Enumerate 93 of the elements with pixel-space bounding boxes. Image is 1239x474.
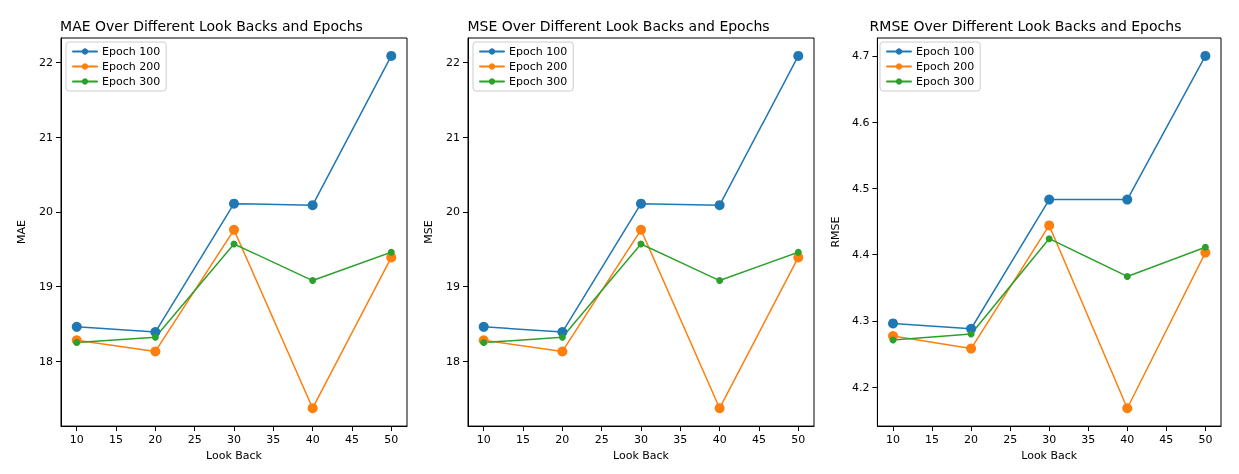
y-tick-label: 18 bbox=[446, 354, 460, 368]
y-tick-label: 4.4 bbox=[851, 248, 870, 262]
point bbox=[714, 200, 725, 211]
x-tick-label: 30 bbox=[634, 433, 648, 447]
point bbox=[888, 318, 899, 329]
x-tick-label: 20 bbox=[555, 433, 570, 447]
point bbox=[1122, 403, 1133, 414]
point bbox=[1200, 50, 1211, 61]
x-axis-title: Look Back bbox=[1021, 449, 1078, 462]
x-tick-label: 20 bbox=[148, 433, 163, 447]
y-tick-label: 22 bbox=[39, 56, 53, 70]
x-tick-label: 40 bbox=[712, 433, 727, 447]
point bbox=[229, 198, 239, 209]
x-tick-label: 15 bbox=[516, 433, 531, 447]
x-axis-title: Look Back bbox=[613, 449, 670, 462]
y-tick-label: 4.3 bbox=[851, 314, 870, 328]
y-tick-label: 22 bbox=[446, 56, 460, 70]
x-tick-label: 35 bbox=[266, 433, 281, 447]
point bbox=[558, 333, 566, 341]
legend-label: Epoch 100 bbox=[509, 45, 568, 58]
x-tick-label: 25 bbox=[1003, 433, 1018, 447]
point bbox=[387, 248, 395, 256]
x-tick-label: 10 bbox=[886, 433, 901, 447]
point bbox=[309, 277, 317, 285]
y-tick-label: 4.2 bbox=[851, 380, 870, 394]
chart-title: MSE Over Different Look Backs and Epochs bbox=[467, 18, 770, 34]
point bbox=[1045, 235, 1053, 243]
x-tick-label: 40 bbox=[1120, 433, 1135, 447]
x-tick-label: 15 bbox=[925, 433, 940, 447]
legend-label: Epoch 300 bbox=[509, 75, 568, 88]
y-axis-title: MAE bbox=[15, 220, 28, 245]
legend-label: Epoch 200 bbox=[916, 60, 975, 73]
y-tick-label: 18 bbox=[39, 354, 53, 368]
chart-title: RMSE Over Different Look Backs and Epochs bbox=[869, 18, 1182, 34]
point bbox=[229, 224, 239, 235]
point bbox=[150, 346, 161, 357]
x-tick-label: 50 bbox=[791, 433, 806, 447]
x-tick-label: 30 bbox=[227, 433, 241, 447]
point bbox=[794, 248, 802, 256]
x-tick-label: 45 bbox=[751, 433, 766, 447]
y-axis-title: MSE bbox=[422, 220, 435, 244]
point bbox=[478, 321, 489, 332]
legend-label: Epoch 200 bbox=[509, 60, 568, 73]
x-tick-label: 35 bbox=[1081, 433, 1096, 447]
y-tick-label: 4.6 bbox=[851, 115, 870, 129]
point bbox=[1123, 272, 1131, 280]
legend-label: Epoch 200 bbox=[102, 60, 161, 73]
point bbox=[966, 343, 977, 354]
legend-label: Epoch 300 bbox=[916, 75, 975, 88]
x-tick-label: 30 bbox=[1042, 433, 1057, 447]
y-tick-label: 4.7 bbox=[851, 49, 870, 63]
point bbox=[73, 339, 81, 347]
point bbox=[714, 403, 725, 414]
x-tick-label: 10 bbox=[69, 433, 84, 447]
legend-label: Epoch 100 bbox=[916, 45, 975, 58]
x-tick-label: 10 bbox=[476, 433, 491, 447]
point bbox=[151, 333, 159, 341]
y-tick-label: 19 bbox=[446, 280, 460, 294]
y-tick-label: 19 bbox=[39, 280, 53, 294]
point bbox=[307, 200, 318, 211]
point bbox=[1122, 194, 1133, 205]
point bbox=[716, 277, 724, 285]
chart-title: MAE Over Different Look Backs and Epochs bbox=[60, 18, 363, 34]
y-tick-label: 21 bbox=[39, 130, 53, 144]
point bbox=[1044, 220, 1055, 231]
x-tick-label: 50 bbox=[384, 433, 399, 447]
x-tick-label: 40 bbox=[305, 433, 320, 447]
x-tick-label: 25 bbox=[187, 433, 202, 447]
y-axis-title: RMSE bbox=[829, 216, 842, 248]
point bbox=[480, 339, 488, 347]
point bbox=[1201, 243, 1209, 251]
y-tick-label: 20 bbox=[39, 205, 53, 219]
x-tick-label: 25 bbox=[594, 433, 609, 447]
point bbox=[557, 346, 568, 357]
y-tick-label: 4.5 bbox=[851, 181, 870, 195]
y-tick-label: 20 bbox=[446, 205, 460, 219]
y-tick-label: 21 bbox=[446, 130, 460, 144]
legend-label: Epoch 300 bbox=[102, 75, 161, 88]
x-tick-label: 45 bbox=[344, 433, 359, 447]
x-axis-title: Look Back bbox=[206, 449, 263, 462]
x-tick-label: 20 bbox=[964, 433, 979, 447]
x-tick-label: 15 bbox=[109, 433, 124, 447]
point bbox=[1044, 194, 1055, 205]
point bbox=[71, 321, 82, 332]
point bbox=[307, 403, 318, 414]
legend-label: Epoch 100 bbox=[102, 45, 161, 58]
point bbox=[636, 198, 646, 209]
point bbox=[636, 224, 646, 235]
point bbox=[386, 50, 397, 61]
point bbox=[793, 50, 804, 61]
x-tick-label: 45 bbox=[1159, 433, 1174, 447]
x-tick-label: 50 bbox=[1198, 433, 1213, 447]
x-tick-label: 35 bbox=[673, 433, 688, 447]
